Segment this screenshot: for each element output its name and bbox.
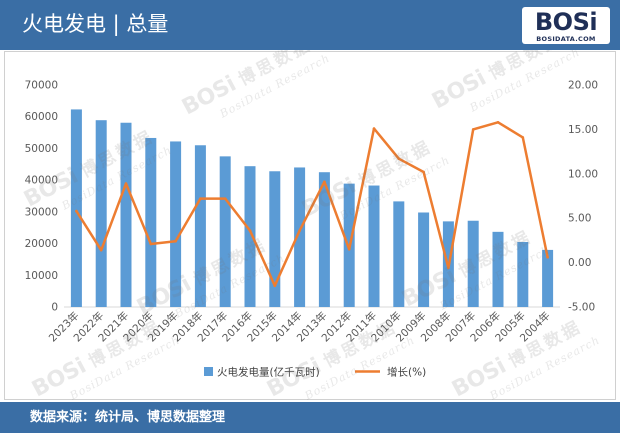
growth-line (75, 121, 549, 287)
right-axis-tick-label: 0.00 (568, 257, 591, 269)
logo-wordmark: BOSi (534, 8, 598, 36)
growth-point-2008 (447, 266, 450, 270)
bar-2018 (194, 145, 206, 307)
axes: 70000 60000 50000 40000 30000 20000 10000 0 20.0… (25, 80, 598, 314)
bar-2016 (244, 166, 256, 307)
legend: 火电发电量(亿千瓦时) 增长(%) (204, 366, 426, 379)
growth-point-2018 (199, 197, 202, 200)
bar-2015 (269, 171, 281, 307)
right-axis-tick-label: 15.00 (568, 124, 598, 136)
bar-2011 (368, 185, 380, 307)
right-axis-tick-label: 20.00 (568, 80, 598, 92)
footer-bar: 数据来源：统计局、博思数据整理 (0, 402, 620, 433)
left-axis-tick-label: 20000 (25, 238, 58, 250)
bar-2017 (219, 156, 231, 307)
bar-2019 (170, 141, 182, 307)
bar-2007 (467, 220, 479, 307)
bar-2014 (294, 167, 306, 307)
x-axis-labels: 2023年2022年2021年2020年2019年2018年2017年2016年… (46, 309, 553, 345)
right-axis-tick-label: 10.00 (568, 168, 598, 180)
growth-point-2004 (546, 255, 549, 259)
bar-2004 (542, 249, 554, 307)
bar-2009 (418, 212, 430, 307)
growth-point-2021 (124, 182, 128, 185)
growth-point-2015 (273, 284, 277, 287)
header-bar: 火电发电 | 总量 BOSi BOSIDATA.COM (0, 0, 620, 50)
line-series (75, 121, 549, 287)
left-axis-tick-label: 70000 (25, 80, 58, 92)
legend-bar-label: 火电发电量(亿千瓦时) (217, 366, 320, 379)
left-axis-tick-label: 40000 (25, 175, 58, 187)
growth-point-2005 (521, 136, 525, 139)
growth-point-2014 (298, 229, 301, 232)
bar-series (70, 109, 554, 308)
bar-2006 (492, 231, 504, 307)
left-axis-tick-label: 0 (51, 302, 58, 314)
left-axis-tick-label: 50000 (25, 143, 58, 155)
growth-point-2013 (323, 180, 326, 184)
left-axis-tick-label: 10000 (25, 270, 58, 282)
growth-point-2022 (99, 248, 103, 252)
bar-2013 (318, 172, 330, 307)
growth-point-2020 (149, 242, 153, 246)
bar-2020 (145, 137, 157, 307)
logo-site: BOSIDATA.COM (536, 35, 596, 43)
left-axis-tick-label: 60000 (25, 111, 58, 123)
brand-logo: BOSi BOSIDATA.COM (522, 7, 610, 44)
left-axis-tick-label: 30000 (25, 206, 58, 218)
legend-bar-swatch (204, 367, 213, 376)
growth-point-2012 (347, 247, 351, 251)
growth-point-2009 (422, 170, 425, 174)
growth-point-2016 (248, 229, 252, 232)
growth-point-2006 (496, 121, 500, 124)
bar-2010 (393, 201, 405, 307)
growth-point-2023 (75, 209, 78, 213)
page-title: 火电发电 | 总量 (22, 12, 169, 36)
right-axis-tick-label: -5.00 (568, 302, 595, 314)
data-source-note: 数据来源：统计局、博思数据整理 (30, 410, 226, 425)
legend-line-label: 增长(%) (387, 366, 426, 379)
bar-2005 (517, 241, 529, 307)
bar-2021 (120, 122, 132, 308)
bar-2022 (95, 120, 107, 307)
growth-point-2007 (471, 128, 475, 131)
bar-2023 (70, 109, 82, 307)
right-axis-tick-label: 5.00 (568, 213, 591, 225)
growth-point-2019 (174, 239, 177, 243)
growth-point-2010 (397, 157, 401, 160)
growth-point-2017 (223, 197, 227, 200)
growth-point-2011 (372, 127, 376, 130)
